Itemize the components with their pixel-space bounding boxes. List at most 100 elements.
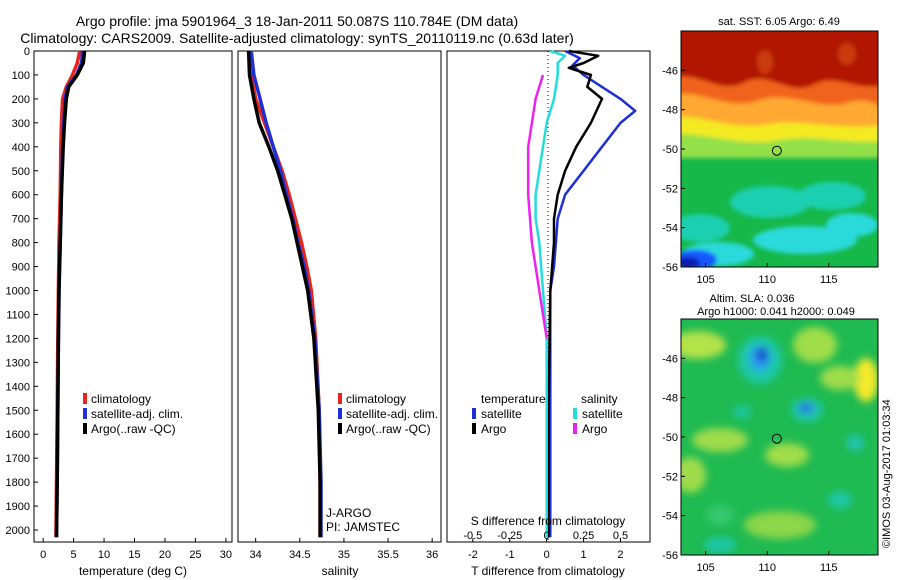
legend-label-satellite-adj: satellite-adj. clim. (346, 407, 438, 421)
sla-map-subtitle: Argo h1000: 0.041 h2000: 0.049 (697, 306, 855, 318)
y-tick-label: 1300 (6, 357, 30, 369)
legend-swatch-argo (83, 423, 87, 434)
temperature-panel: 0 5 10 15 20 25 30 0 100 200 300 400 500 600 700 800 90… (6, 46, 451, 578)
x-tick-label: 115 (820, 274, 838, 286)
x-tick-label: 0 (544, 530, 550, 542)
x-tick-label: 0.25 (573, 530, 594, 542)
x-tick-label: 36 (426, 549, 438, 561)
y-tick-label: 1900 (6, 501, 30, 513)
x-tick-label: -1 (505, 549, 515, 561)
y-tick-label: 400 (12, 142, 30, 154)
difference-legend: temperature salinity satellite Argo sate… (472, 392, 623, 436)
y-tick-label: -46 (662, 65, 678, 77)
x-tick-label: 115 (820, 562, 838, 574)
temperature-x-ticks: 0 5 10 15 20 25 30 (40, 538, 232, 561)
y-tick-label: -46 (662, 353, 678, 365)
sst-map-ticks: 105 110 115 -46 -48 -50 -52 -54 -56 (662, 65, 837, 286)
y-tick-label: -48 (662, 393, 678, 405)
y-tick-label: -54 (662, 511, 678, 523)
y-tick-label: 1400 (6, 381, 30, 393)
y-tick-label: 0 (24, 46, 30, 58)
argo-position-marker (771, 433, 782, 444)
legend-label-climatology: climatology (346, 392, 406, 406)
depth-y-ticks: 0 100 200 300 400 500 600 700 800 900 1000 1100 1200… (6, 46, 451, 537)
legend-label-salinity-argo: Argo (582, 422, 608, 436)
x-tick-label: 0 (544, 549, 550, 561)
y-tick-label: -52 (662, 471, 678, 483)
y-tick-label: 700 (12, 214, 30, 226)
sla-map-title: Altim. SLA: 0.036 (710, 293, 795, 305)
y-tick-label: 1200 (6, 333, 30, 345)
temperature-difference-x-label: T difference from climatology (471, 564, 625, 578)
x-tick-label: -0.5 (463, 530, 482, 542)
sla-map-field (681, 319, 878, 555)
annotation-pi-jamstec: PI: JAMSTEC (326, 520, 400, 534)
y-tick-label: 100 (12, 70, 30, 82)
x-tick-label: 35 (338, 549, 350, 561)
y-tick-label: 300 (12, 118, 30, 130)
x-tick-label: 0 (40, 549, 46, 561)
sst-map-panel: sat. SST: 6.05 Argo: 6.49 (662, 16, 879, 286)
sst-map-field (681, 31, 878, 267)
legend-swatch-argo (338, 423, 342, 434)
y-tick-label: -50 (662, 432, 678, 444)
legend-header-salinity: salinity (581, 392, 618, 406)
salinity-legend: climatology satellite-adj. clim. Argo(..… (338, 392, 438, 436)
legend-swatch-salinity-argo (573, 423, 577, 434)
difference-series-group (526, 49, 637, 538)
x-tick-label: 10 (98, 549, 110, 561)
x-tick-label: 15 (128, 549, 140, 561)
difference-panel: -2 -1 0 1 2 -0.5 -0.25 0 0.25 0.5 S difference f… (446, 49, 651, 578)
y-tick-label: -56 (662, 262, 678, 274)
series-line-black (246, 50, 322, 538)
sst-map-title: sat. SST: 6.05 Argo: 6.49 (718, 16, 840, 28)
x-tick-label: -0.25 (497, 530, 522, 542)
x-tick-label: 34.5 (289, 549, 310, 561)
y-tick-label: 1600 (6, 429, 30, 441)
legend-label-argo: Argo(..raw -QC) (91, 422, 176, 436)
temperature-series-group (54, 50, 87, 538)
x-tick-label: 105 (696, 274, 714, 286)
legend-swatch-temperature-satellite (472, 408, 476, 419)
annotation-j-argo: J-ARGO (326, 506, 371, 520)
temperature-x-label: temperature (deg C) (79, 564, 187, 578)
x-tick-label: 2 (617, 549, 623, 561)
x-tick-label: 30 (220, 549, 232, 561)
timestamp-stamp: ©IMOS 03-Aug-2017 01:03:34 (881, 399, 893, 548)
x-tick-label: 105 (696, 562, 714, 574)
y-tick-label: 800 (12, 238, 30, 250)
salinity-x-label: salinity (322, 564, 359, 578)
series-line-black (54, 50, 87, 538)
y-tick-label: -52 (662, 183, 678, 195)
y-tick-label: -48 (662, 105, 678, 117)
difference-x-ticks: -2 -1 0 1 2 (468, 538, 624, 561)
temperature-legend: climatology satellite-adj. clim. Argo(..… (83, 392, 183, 436)
salinity-x-ticks: 34 34.5 35 35.5 36 (250, 538, 438, 561)
y-tick-label: 900 (12, 262, 30, 274)
x-tick-label: 1 (581, 549, 587, 561)
temperature-axes-box (33, 50, 233, 543)
y-tick-label: 1100 (6, 309, 30, 321)
y-tick-label: 500 (12, 166, 30, 178)
legend-header-temperature: temperature (481, 392, 546, 406)
legend-label-satellite-adj: satellite-adj. clim. (91, 407, 183, 421)
x-tick-label: 5 (71, 549, 77, 561)
salinity-panel: 34 34.5 35 35.5 36 salinity climatology sate… (237, 50, 442, 578)
legend-swatch-climatology (338, 393, 342, 404)
y-tick-label: 600 (12, 190, 30, 202)
salinity-difference-x-label: S difference from climatology (471, 514, 626, 528)
legend-label-climatology: climatology (91, 392, 151, 406)
y-tick-label: 1000 (6, 286, 30, 298)
legend-label-temperature-satellite: satellite (481, 407, 522, 421)
x-tick-label: 35.5 (377, 549, 398, 561)
x-tick-label: -2 (468, 549, 478, 561)
y-tick-label: -56 (662, 550, 678, 562)
legend-label-temperature-argo: Argo (481, 422, 507, 436)
legend-label-argo: Argo(..raw -QC) (346, 422, 431, 436)
legend-swatch-satellite-adj (338, 408, 342, 419)
y-tick-label: -54 (662, 223, 678, 235)
y-tick-label: 200 (12, 94, 30, 106)
x-tick-label: 110 (758, 274, 776, 286)
figure-title-line-1: Argo profile: jma 5901964_3 18-Jan-2011 … (76, 13, 518, 29)
